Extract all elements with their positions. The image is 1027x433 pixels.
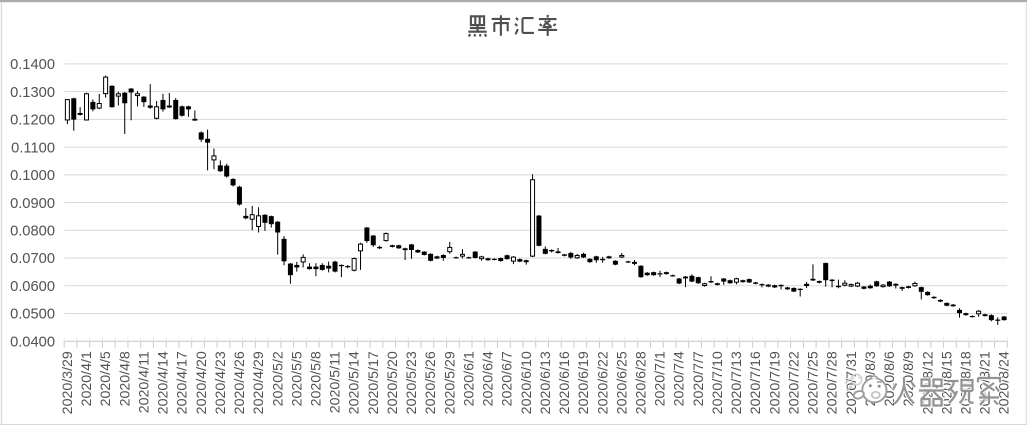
svg-text:2020/6/19: 2020/6/19 [576, 351, 592, 414]
svg-text:2020/7/25: 2020/7/25 [806, 351, 822, 414]
svg-text:2020/4/17: 2020/4/17 [175, 351, 191, 414]
svg-text:0.1200: 0.1200 [10, 113, 55, 129]
svg-text:2020/4/26: 2020/4/26 [232, 351, 248, 414]
svg-text:2020/5/8: 2020/5/8 [309, 351, 325, 406]
svg-text:2020/7/16: 2020/7/16 [748, 351, 764, 414]
svg-text:2020/5/26: 2020/5/26 [423, 351, 439, 414]
svg-text:2020/3/29: 2020/3/29 [60, 351, 76, 414]
svg-text:2020/4/29: 2020/4/29 [251, 351, 267, 414]
svg-text:2020/4/11: 2020/4/11 [136, 351, 152, 413]
svg-text:2020/7/13: 2020/7/13 [729, 351, 745, 414]
svg-text:2020/6/22: 2020/6/22 [595, 351, 611, 414]
svg-text:0.1400: 0.1400 [10, 57, 55, 73]
svg-text:2020/5/14: 2020/5/14 [347, 351, 363, 414]
svg-text:2020/5/29: 2020/5/29 [442, 351, 458, 414]
svg-text:2020/7/10: 2020/7/10 [710, 351, 726, 414]
svg-text:2020/5/11: 2020/5/11 [328, 351, 344, 413]
svg-text:0.1100: 0.1100 [11, 140, 55, 156]
svg-text:2020/4/5: 2020/4/5 [98, 351, 114, 406]
svg-text:2020/7/1: 2020/7/1 [653, 351, 669, 406]
svg-text:0.0700: 0.0700 [10, 251, 55, 267]
svg-text:2020/5/20: 2020/5/20 [385, 351, 401, 414]
svg-text:2020/5/17: 2020/5/17 [366, 351, 382, 414]
svg-text:2020/6/1: 2020/6/1 [461, 351, 477, 406]
svg-text:2020/5/2: 2020/5/2 [270, 351, 286, 406]
svg-text:2020/7/7: 2020/7/7 [691, 351, 707, 406]
svg-text:0.0600: 0.0600 [10, 279, 55, 295]
svg-text:2020/6/13: 2020/6/13 [538, 351, 554, 414]
svg-text:0.1000: 0.1000 [10, 168, 55, 184]
svg-text:0.0400: 0.0400 [10, 334, 55, 350]
svg-text:2020/7/28: 2020/7/28 [825, 351, 841, 414]
svg-text:2020/4/14: 2020/4/14 [156, 351, 172, 414]
svg-text:2020/6/25: 2020/6/25 [614, 351, 630, 414]
svg-text:2020/7/19: 2020/7/19 [767, 351, 783, 414]
svg-text:2020/8/24: 2020/8/24 [997, 351, 1013, 414]
svg-text:2020/6/28: 2020/6/28 [634, 351, 650, 414]
svg-text:2020/6/4: 2020/6/4 [481, 351, 497, 406]
svg-text:2020/6/16: 2020/6/16 [557, 351, 573, 414]
svg-text:2020/6/10: 2020/6/10 [519, 351, 535, 414]
svg-text:2020/4/20: 2020/4/20 [194, 351, 210, 414]
svg-text:2020/5/5: 2020/5/5 [289, 351, 305, 406]
svg-text:0.0800: 0.0800 [10, 223, 55, 239]
svg-text:0.1300: 0.1300 [10, 85, 55, 101]
svg-text:2020/4/23: 2020/4/23 [213, 351, 229, 414]
svg-text:2020/6/7: 2020/6/7 [500, 351, 516, 406]
svg-text:0.0500: 0.0500 [10, 307, 55, 323]
svg-text:2020/4/1: 2020/4/1 [79, 351, 95, 406]
svg-text:2020/7/4: 2020/7/4 [672, 351, 688, 406]
svg-text:0.0900: 0.0900 [10, 196, 55, 212]
svg-text:2020/4/8: 2020/4/8 [117, 351, 133, 406]
svg-text:2020/7/22: 2020/7/22 [786, 351, 802, 414]
svg-text:2020/5/23: 2020/5/23 [404, 351, 420, 414]
